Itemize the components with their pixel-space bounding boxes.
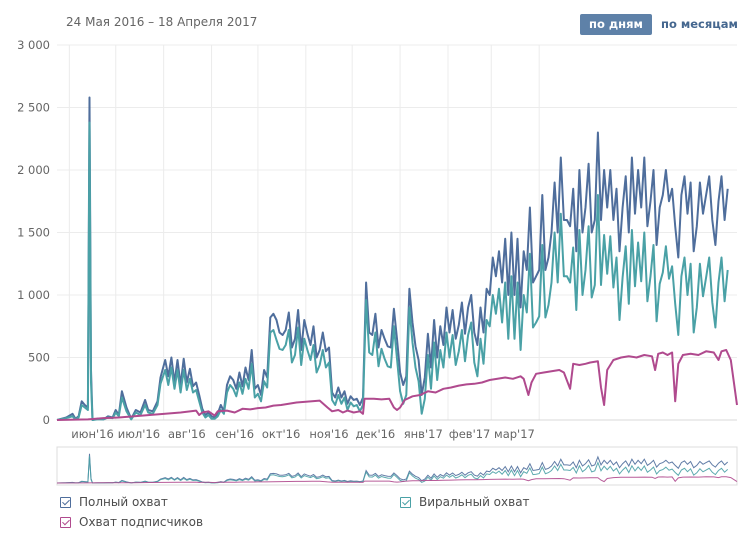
by-days-button[interactable]: по дням bbox=[580, 14, 652, 35]
x-tick-label: авг'16 bbox=[168, 427, 206, 441]
x-tick-label: окт'16 bbox=[262, 427, 300, 441]
date-range: 24 Мая 2016 – 18 Апреля 2017 bbox=[66, 15, 258, 29]
x-tick-label: дек'16 bbox=[355, 427, 395, 441]
y-tick-label: 2 500 bbox=[17, 101, 50, 115]
legend-full-reach[interactable]: Полный охват bbox=[60, 495, 168, 509]
y-tick-label: 1 000 bbox=[17, 288, 50, 302]
series-full-reach bbox=[56, 96, 729, 421]
x-tick-label: июл'16 bbox=[118, 427, 160, 441]
y-tick-label: 3 000 bbox=[17, 38, 50, 52]
y-tick-label: 0 bbox=[43, 413, 50, 427]
legend-subscriber-reach[interactable]: Охват подписчиков bbox=[60, 515, 203, 529]
checkbox-icon[interactable] bbox=[400, 496, 411, 508]
legend-label: Виральный охват bbox=[419, 495, 530, 509]
x-tick-label: фев'17 bbox=[449, 427, 490, 441]
y-tick-label: 1 500 bbox=[17, 226, 50, 240]
series-subscriber-reach-navigator bbox=[56, 476, 738, 484]
series-subscriber-reach bbox=[56, 349, 738, 421]
checkbox-icon[interactable] bbox=[60, 516, 71, 528]
x-tick-label: ноя'16 bbox=[309, 427, 348, 441]
navigator-frame bbox=[56, 446, 738, 486]
series-viral-reach bbox=[56, 121, 729, 421]
x-tick-label: июн'16 bbox=[71, 427, 113, 441]
checkbox-icon[interactable] bbox=[60, 496, 71, 508]
series-viral-reach-navigator bbox=[56, 455, 729, 484]
series-full-reach-navigator bbox=[56, 453, 729, 484]
x-tick-label: мар'17 bbox=[494, 427, 535, 441]
y-tick-label: 500 bbox=[28, 351, 50, 365]
by-months-button[interactable]: по месяцам bbox=[661, 17, 738, 31]
legend-label: Полный охват bbox=[79, 495, 168, 509]
x-tick-label: сен'16 bbox=[215, 427, 254, 441]
legend-label: Охват подписчиков bbox=[79, 515, 204, 529]
legend-viral-reach[interactable]: Виральный охват bbox=[400, 495, 530, 509]
x-tick-label: янв'17 bbox=[404, 427, 443, 441]
y-tick-label: 2 000 bbox=[17, 163, 50, 177]
